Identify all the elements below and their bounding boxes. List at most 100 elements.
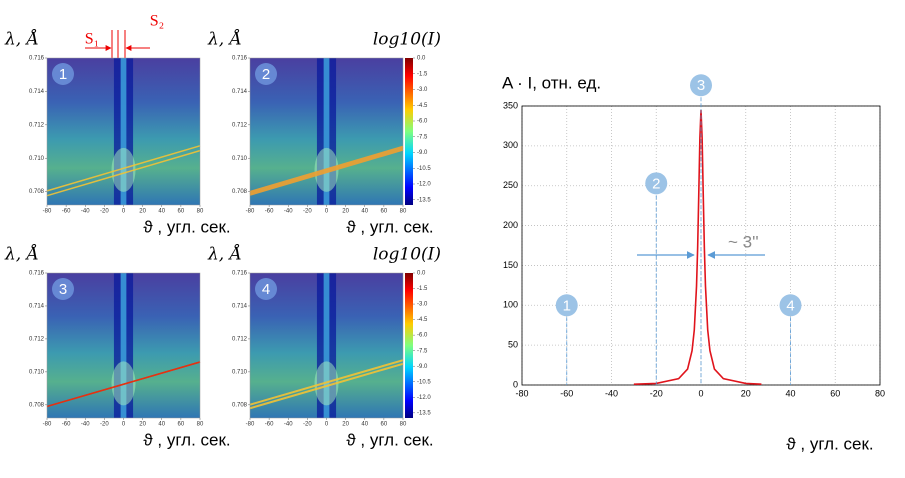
heatmap-ridge [249, 145, 404, 194]
y-tick-label: 300 [503, 140, 518, 150]
panel-number: 1 [59, 66, 67, 83]
x-axis-label: ϑ , угл. сек. [786, 434, 873, 453]
x-tick-label: 0 [325, 209, 329, 215]
x-tick-label: -60 [560, 388, 573, 398]
x-tick-label: 0 [698, 388, 703, 398]
y-tick-label: 0.712 [29, 122, 45, 128]
heatmap-ridge [249, 362, 404, 410]
y-tick-label: 150 [503, 260, 518, 270]
colorbar-tick-label: -7.5 [417, 134, 428, 140]
y-tick-label: 50 [508, 340, 518, 350]
colorbar-tick-label: -9.0 [417, 364, 428, 370]
panel-marker [52, 63, 74, 85]
x-tick-label: 60 [381, 209, 388, 215]
slit-annotation [85, 30, 150, 58]
colorbar-tick-label: -9.0 [417, 150, 428, 156]
heatmap-ridge [46, 361, 201, 408]
slit-label: S₁ [85, 31, 99, 48]
position-number: 2 [652, 175, 660, 192]
colorbar [405, 58, 413, 205]
x-tick-label: 80 [400, 209, 407, 215]
x-tick-label: -40 [284, 209, 293, 215]
panel-number: 2 [262, 66, 270, 83]
x-tick-label: 60 [830, 388, 840, 398]
y-tick-label: 0.716 [29, 271, 45, 277]
y-tick-label: 0.712 [232, 122, 248, 128]
x-tick-label: 60 [178, 422, 185, 428]
x-tick-label: 0 [122, 422, 126, 428]
y-tick-label: 0.712 [29, 336, 45, 342]
colorbar-tick-label: -13.5 [417, 197, 431, 203]
x-tick-label: 20 [342, 422, 349, 428]
colorbar-tick-label: -4.5 [417, 103, 428, 109]
y-tick-label: 0 [513, 379, 518, 389]
y-axis-label: λ, Å [207, 29, 242, 50]
y-tick-label: 100 [503, 300, 518, 310]
heatmap-band [120, 273, 127, 418]
heatmap-ridge [46, 145, 201, 192]
x-tick-label: -80 [246, 209, 255, 215]
y-tick-label: 200 [503, 220, 518, 230]
heatmap-glow [111, 361, 136, 406]
position-marker [555, 294, 578, 317]
x-tick-label: -20 [100, 209, 109, 215]
x-tick-label: 40 [158, 209, 165, 215]
colorbar [405, 273, 413, 418]
x-tick-label: 60 [178, 209, 185, 215]
position-number: 1 [563, 297, 571, 314]
heatmap-ridge [46, 149, 201, 197]
position-marker [645, 172, 668, 195]
x-tick-label: -60 [62, 422, 71, 428]
y-tick-label: 350 [503, 100, 518, 110]
y-tick-label: 0.714 [232, 89, 248, 95]
x-tick-label: -20 [303, 209, 312, 215]
x-tick-label: 80 [197, 422, 204, 428]
y-tick-label: 0.708 [232, 402, 248, 408]
x-tick-label: 40 [361, 209, 368, 215]
y-tick-label: 0.710 [29, 369, 45, 375]
x-axis-label: ϑ , угл. сек. [346, 217, 433, 236]
x-tick-label: 20 [139, 422, 146, 428]
colorbar-tick-label: -10.5 [417, 379, 431, 385]
y-tick-label: 0.710 [232, 369, 248, 375]
colorbar-tick-label: -12.0 [417, 182, 431, 188]
position-number: 3 [697, 77, 705, 94]
y-axis-label: λ, Å [4, 244, 39, 265]
y-tick-label: 0.714 [29, 89, 45, 95]
x-axis-label: ϑ , угл. сек. [143, 217, 230, 236]
panel-marker [52, 278, 74, 300]
panel-marker [255, 63, 277, 85]
position-number: 4 [786, 297, 794, 314]
colorbar-tick-label: -6.0 [417, 333, 428, 339]
width-annotation: ~ 3'' [728, 232, 759, 251]
x-tick-label: 80 [197, 209, 204, 215]
colorbar-tick-label: -4.5 [417, 317, 428, 323]
colorbar-tick-label: -6.0 [417, 119, 428, 125]
x-tick-label: 40 [361, 422, 368, 428]
y-axis-label: λ, Å [207, 244, 242, 265]
x-tick-label: 60 [381, 422, 388, 428]
colorbar-tick-label: -10.5 [417, 166, 431, 172]
x-tick-label: -40 [81, 209, 90, 215]
x-tick-label: -20 [100, 422, 109, 428]
colorbar-label: log10(I) [373, 245, 441, 265]
y-tick-label: 0.708 [232, 189, 248, 195]
y-tick-label: 0.716 [232, 271, 248, 277]
x-tick-label: -80 [246, 422, 255, 428]
x-tick-label: -60 [265, 209, 274, 215]
x-tick-label: -60 [265, 422, 274, 428]
x-tick-label: -40 [81, 422, 90, 428]
colorbar-tick-label: -13.5 [417, 410, 431, 416]
x-tick-label: 40 [158, 422, 165, 428]
colorbar-tick-label: -3.0 [417, 87, 428, 93]
y-tick-label: 0.716 [232, 56, 248, 62]
x-tick-label: -40 [605, 388, 618, 398]
y-axis-label: A · I, отн. ед. [502, 73, 601, 92]
x-tick-label: 20 [139, 209, 146, 215]
panel-number: 4 [262, 281, 270, 298]
colorbar-tick-label: 0.0 [417, 56, 426, 62]
heatmap-band [323, 58, 330, 205]
x-tick-label: 80 [400, 422, 407, 428]
y-tick-label: 0.714 [29, 304, 45, 310]
